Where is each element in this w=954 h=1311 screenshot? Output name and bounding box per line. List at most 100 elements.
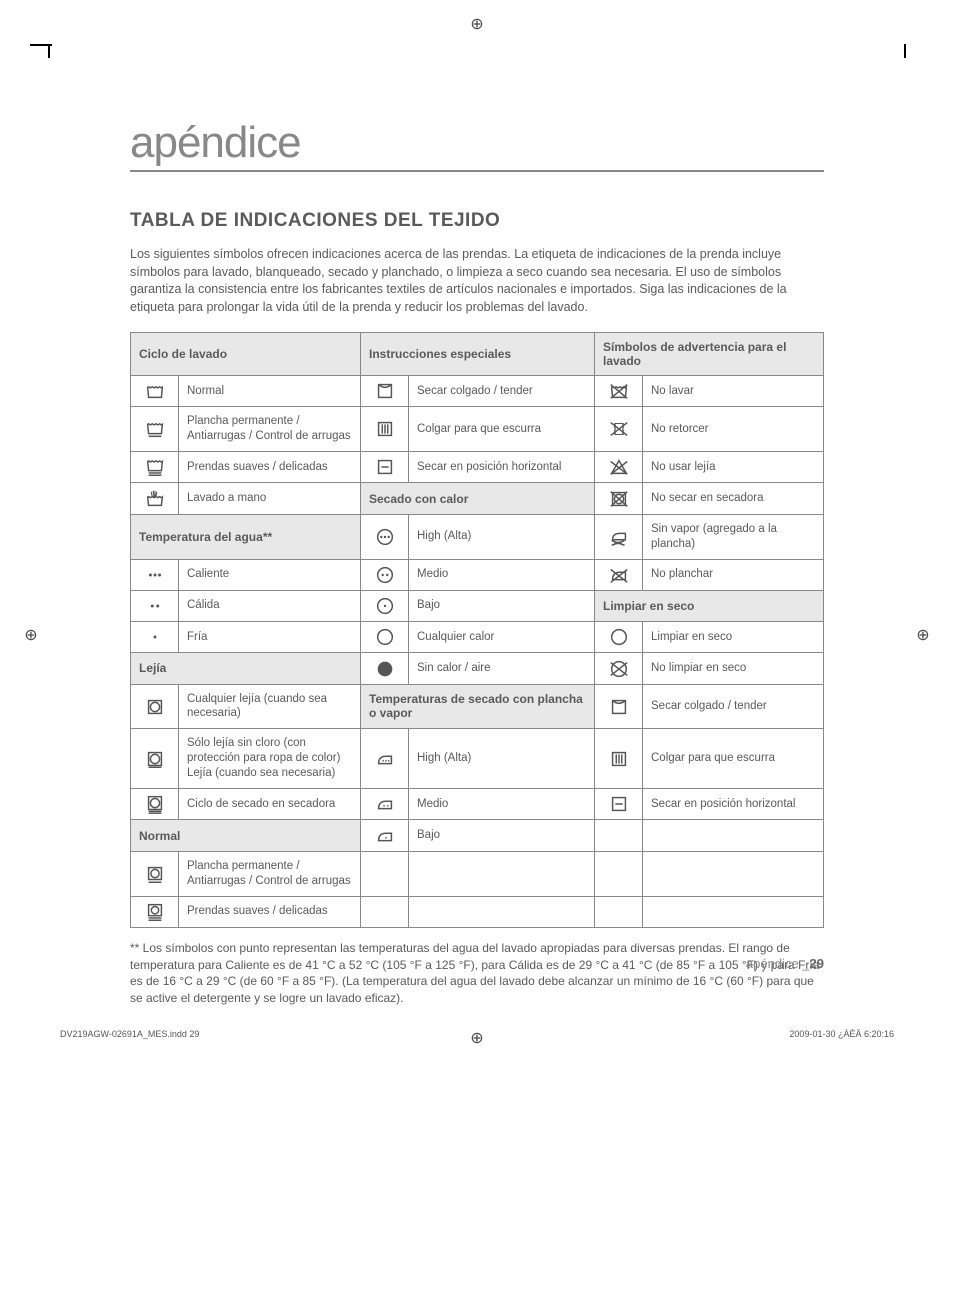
dry-perm-press-label: Plancha permanente / Antiarrugas / Contr… — [179, 851, 361, 896]
any-heat-icon — [361, 622, 409, 653]
dry-delicate-icon — [131, 896, 179, 927]
no-heat-icon — [361, 653, 409, 684]
do-not-wring-icon — [595, 407, 643, 452]
dry-clean-header: Limpiar en seco — [595, 590, 824, 621]
page-footer: apéndice _29 — [746, 956, 824, 971]
do-not-dry-clean-icon — [595, 653, 643, 684]
iron-medium-label: Medio — [409, 789, 595, 820]
non-chlorine-bleach-label: Sólo lejía sin cloro (con protección par… — [179, 729, 361, 789]
empty-cell — [595, 896, 643, 927]
hand-wash-label: Lavado a mano — [179, 483, 361, 514]
line-dry-icon — [595, 684, 643, 729]
footer-label: apéndice _ — [746, 956, 810, 971]
iron-low-icon — [361, 820, 409, 851]
no-steam-icon — [595, 514, 643, 559]
dry-clean-icon — [595, 622, 643, 653]
heat-low-icon — [361, 590, 409, 621]
dry-perm-press-icon — [131, 851, 179, 896]
iron-high-label: High (Alta) — [409, 729, 595, 789]
print-date: 2009-01-30 ¿ÀÈÄ 6:20:16 — [789, 1029, 894, 1039]
table-row: Prendas suaves / delicadas Secar en posi… — [131, 452, 824, 483]
table-row: Sólo lejía sin cloro (con protección par… — [131, 729, 824, 789]
empty-cell — [595, 820, 643, 851]
do-not-wring-label: No retorcer — [643, 407, 824, 452]
drip-dry-icon — [361, 407, 409, 452]
table-row: Temperatura del agua** High (Alta) Sin v… — [131, 514, 824, 559]
dry-delicate-label: Prendas suaves / delicadas — [179, 896, 361, 927]
do-not-tumble-dry-icon — [595, 483, 643, 514]
footnote: ** Los símbolos con punto representan la… — [130, 940, 824, 1007]
any-bleach-icon — [131, 684, 179, 729]
any-bleach-label: Cualquier lejía (cuando sea necesaria) — [179, 684, 361, 729]
temp-warm-icon — [131, 590, 179, 621]
no-heat-label: Sin calor / aire — [409, 653, 595, 684]
empty-cell — [361, 851, 409, 896]
do-not-wash-label: No lavar — [643, 376, 824, 407]
table-row: Cálida Bajo Limpiar en seco — [131, 590, 824, 621]
steam-temp-header: Temperaturas de secado con plancha o vap… — [361, 684, 595, 729]
wash-normal-label: Normal — [179, 376, 361, 407]
do-not-iron-icon — [595, 559, 643, 590]
heat-dry-header: Secado con calor — [361, 483, 595, 514]
heat-medium-label: Medio — [409, 559, 595, 590]
do-not-iron-label: No planchar — [643, 559, 824, 590]
drip-dry-label: Colgar para que escurra — [643, 729, 824, 789]
empty-cell — [409, 851, 595, 896]
heat-medium-icon — [361, 559, 409, 590]
table-row: Lavado a mano Secado con calor No secar … — [131, 483, 824, 514]
print-file: DV219AGW-02691A_MES.indd 29 — [60, 1029, 199, 1039]
table-header: Instrucciones especiales — [361, 333, 595, 376]
wash-perm-press-icon — [131, 407, 179, 452]
any-heat-label: Cualquier calor — [409, 622, 595, 653]
line-dry-icon — [361, 376, 409, 407]
bleach-header: Lejía — [131, 653, 361, 684]
empty-cell — [361, 896, 409, 927]
table-row: Plancha permanente / Antiarrugas / Contr… — [131, 851, 824, 896]
drip-dry-label: Colgar para que escurra — [409, 407, 595, 452]
do-not-bleach-label: No usar lejía — [643, 452, 824, 483]
temp-cold-icon — [131, 622, 179, 653]
water-temp-header: Temperatura del agua** — [131, 514, 361, 559]
empty-cell — [643, 851, 824, 896]
intro-paragraph: Los siguientes símbolos ofrecen indicaci… — [130, 246, 824, 316]
empty-cell — [409, 896, 595, 927]
drip-dry-icon — [595, 729, 643, 789]
no-steam-label: Sin vapor (agregado a la plancha) — [643, 514, 824, 559]
print-info: DV219AGW-02691A_MES.indd 29 2009-01-30 ¿… — [60, 1029, 894, 1039]
table-row: Normal Secar colgado / tender No lavar — [131, 376, 824, 407]
table-row: Lejía Sin calor / aire No limpiar en sec… — [131, 653, 824, 684]
footer-page-number: 29 — [810, 956, 824, 971]
hand-wash-icon — [131, 483, 179, 514]
dry-flat-icon — [595, 789, 643, 820]
empty-cell — [643, 820, 824, 851]
fabric-care-table: Ciclo de lavado Instrucciones especiales… — [130, 332, 824, 928]
iron-low-label: Bajo — [409, 820, 595, 851]
do-not-wash-icon — [595, 376, 643, 407]
tumble-dry-icon — [131, 789, 179, 820]
page-title: apéndice — [130, 118, 824, 172]
empty-cell — [643, 896, 824, 927]
empty-cell — [595, 851, 643, 896]
heat-low-label: Bajo — [409, 590, 595, 621]
temp-hot-label: Caliente — [179, 559, 361, 590]
wash-delicate-icon — [131, 452, 179, 483]
table-row: Caliente Medio No planchar — [131, 559, 824, 590]
temp-warm-label: Cálida — [179, 590, 361, 621]
do-not-dry-clean-label: No limpiar en seco — [643, 653, 824, 684]
dry-flat-label: Secar en posición horizontal — [409, 452, 595, 483]
table-row: Fría Cualquier calor Limpiar en seco — [131, 622, 824, 653]
do-not-bleach-icon — [595, 452, 643, 483]
dry-flat-label: Secar en posición horizontal — [643, 789, 824, 820]
table-row: Prendas suaves / delicadas — [131, 896, 824, 927]
iron-medium-icon — [361, 789, 409, 820]
table-row: Cualquier lejía (cuando sea necesaria) T… — [131, 684, 824, 729]
table-header: Ciclo de lavado — [131, 333, 361, 376]
temp-cold-label: Fría — [179, 622, 361, 653]
section-title: TABLA DE INDICACIONES DEL TEJIDO — [130, 210, 824, 232]
line-dry-label: Secar colgado / tender — [643, 684, 824, 729]
iron-high-icon — [361, 729, 409, 789]
tumble-dry-label: Ciclo de secado en secadora — [179, 789, 361, 820]
wash-normal-icon — [131, 376, 179, 407]
line-dry-label: Secar colgado / tender — [409, 376, 595, 407]
dry-clean-label: Limpiar en seco — [643, 622, 824, 653]
